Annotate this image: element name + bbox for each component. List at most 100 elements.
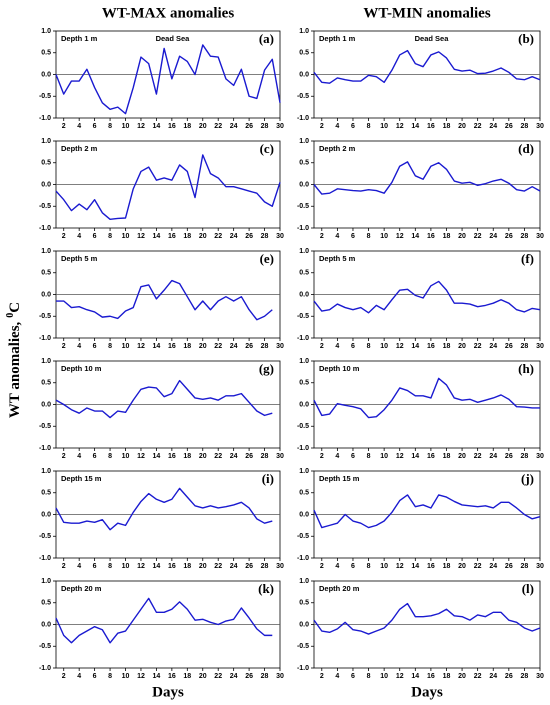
x-tick-label: 18 — [443, 453, 451, 460]
x-tick-label: 10 — [380, 673, 388, 680]
y-tick-label: 1.0 — [299, 358, 309, 365]
y-tick-label: 0.5 — [299, 50, 309, 57]
x-tick-label: 28 — [521, 123, 529, 130]
x-tick-label: 16 — [168, 343, 176, 350]
y-tick-label: 1.0 — [41, 468, 51, 475]
data-line — [56, 279, 273, 321]
x-tick-label: 10 — [122, 343, 130, 350]
y-tick-label: 0.5 — [41, 380, 51, 387]
y-tick-label: -0.5 — [39, 203, 51, 210]
x-tick-label: 24 — [489, 563, 497, 570]
x-tick-label: 12 — [137, 673, 145, 680]
x-tick-label: 10 — [380, 563, 388, 570]
y-tick-label: -0.5 — [297, 313, 309, 320]
x-tick-label: 14 — [153, 673, 161, 680]
x-tick-label: 22 — [474, 673, 482, 680]
x-tick-label: 2 — [320, 233, 324, 240]
x-tick-label: 30 — [276, 673, 284, 680]
y-tick-label: -1.0 — [297, 445, 309, 452]
x-tick-label: 30 — [276, 233, 284, 240]
x-tick-label: 22 — [214, 343, 222, 350]
x-tick-label: 20 — [199, 233, 207, 240]
x-tick-label: 2 — [320, 343, 324, 350]
x-tick-label: 12 — [396, 233, 404, 240]
x-tick-label: 16 — [427, 343, 435, 350]
x-tick-label: 20 — [458, 123, 466, 130]
y-tick-label: -0.5 — [297, 93, 309, 100]
y-tick-label: 0.0 — [299, 291, 309, 298]
y-tick-label: -1.0 — [297, 115, 309, 122]
depth-label: Depth 5 m — [61, 254, 98, 263]
x-tick-label: 6 — [351, 233, 355, 240]
column-title: WT-MIN anomalies — [363, 5, 491, 21]
x-tick-label: 30 — [276, 563, 284, 570]
x-tick-label: 16 — [168, 233, 176, 240]
x-tick-label: 18 — [183, 563, 191, 570]
x-tick-label: 20 — [199, 343, 207, 350]
panel-label: (j) — [521, 471, 534, 486]
x-tick-label: 14 — [411, 123, 419, 130]
y-tick-label: -1.0 — [39, 555, 51, 562]
x-tick-label: 6 — [351, 673, 355, 680]
y-tick-label: -1.0 — [39, 445, 51, 452]
x-tick-label: 28 — [521, 233, 529, 240]
column-title: WT-MAX anomalies — [102, 5, 235, 21]
x-tick-label: 18 — [443, 123, 451, 130]
x-tick-label: 14 — [411, 233, 419, 240]
y-tick-label: 0.0 — [299, 71, 309, 78]
data-line — [313, 49, 541, 84]
y-tick-label: -0.5 — [297, 423, 309, 430]
data-line — [55, 44, 281, 115]
y-tick-label: 0.5 — [299, 600, 309, 607]
x-tick-label: 8 — [108, 453, 112, 460]
x-tick-label: 12 — [396, 453, 404, 460]
y-tick-label: 0.0 — [41, 291, 51, 298]
y-tick-label: 0.5 — [41, 490, 51, 497]
x-tick-label: 28 — [521, 343, 529, 350]
x-tick-label: 22 — [474, 233, 482, 240]
x-tick-label: 4 — [335, 563, 339, 570]
x-tick-label: 28 — [521, 453, 529, 460]
x-tick-label: 20 — [199, 673, 207, 680]
x-tick-label: 20 — [199, 453, 207, 460]
x-tick-label: 24 — [489, 453, 497, 460]
depth-label: Depth 15 m — [319, 474, 360, 483]
x-tick-label: 28 — [261, 233, 269, 240]
depth-label: Depth 1 m — [319, 34, 356, 43]
x-tick-label: 6 — [93, 563, 97, 570]
data-line — [313, 602, 541, 635]
y-tick-label: 0.5 — [41, 600, 51, 607]
y-tick-label: -1.0 — [39, 665, 51, 672]
panel-label: (c) — [260, 141, 274, 156]
x-tick-label: 16 — [427, 123, 435, 130]
x-tick-label: 10 — [122, 453, 130, 460]
x-tick-label: 18 — [183, 123, 191, 130]
data-line — [55, 487, 273, 531]
x-tick-label: 26 — [505, 673, 513, 680]
y-tick-label: 1.0 — [299, 578, 309, 585]
x-tick-label: 28 — [261, 123, 269, 130]
y-tick-label: 0.0 — [299, 181, 309, 188]
x-tick-label: 10 — [122, 563, 130, 570]
x-tick-label: 18 — [443, 673, 451, 680]
x-tick-label: 16 — [427, 233, 435, 240]
x-tick-label: 8 — [367, 673, 371, 680]
x-tick-label: 16 — [427, 673, 435, 680]
depth-label: Depth 15 m — [61, 474, 102, 483]
x-tick-label: 30 — [536, 563, 544, 570]
y-tick-label: -0.5 — [39, 423, 51, 430]
x-tick-label: 14 — [153, 453, 161, 460]
annotation: Dead Sea — [156, 34, 191, 43]
x-tick-label: 12 — [137, 563, 145, 570]
x-axis-label: Days — [152, 684, 184, 700]
x-tick-label: 22 — [214, 563, 222, 570]
panel-label: (g) — [259, 361, 274, 376]
y-tick-label: 0.5 — [41, 270, 51, 277]
x-tick-label: 16 — [168, 123, 176, 130]
x-tick-label: 30 — [536, 233, 544, 240]
x-tick-label: 2 — [320, 563, 324, 570]
x-tick-label: 14 — [153, 563, 161, 570]
x-tick-label: 18 — [443, 563, 451, 570]
x-tick-label: 22 — [214, 453, 222, 460]
